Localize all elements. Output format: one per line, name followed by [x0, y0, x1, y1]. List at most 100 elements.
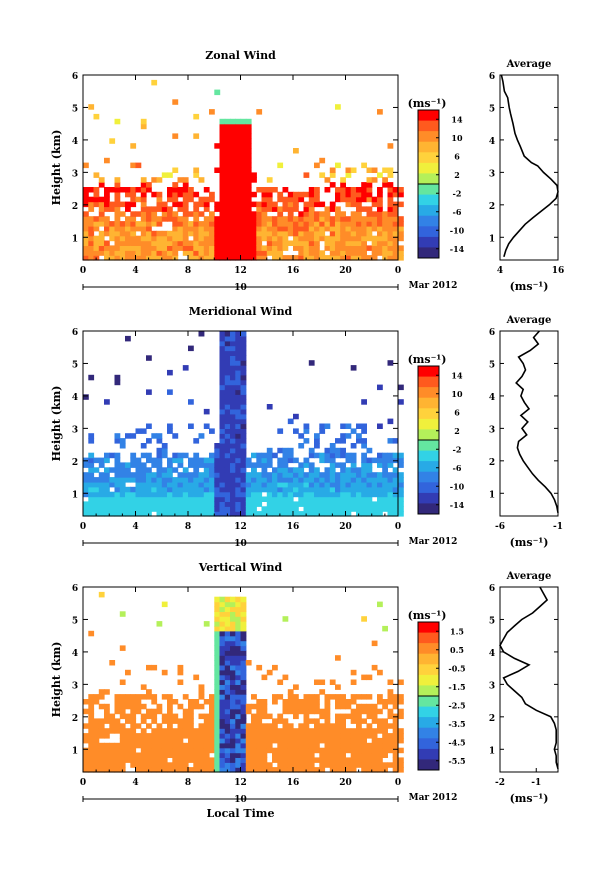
heatmap-cell	[324, 699, 331, 705]
heatmap-cell	[392, 206, 399, 212]
heatmap-cell	[240, 757, 247, 763]
heatmap-cell	[240, 708, 247, 715]
heatmap-cell	[240, 728, 247, 734]
colorbar-tick-label: -2	[453, 444, 462, 454]
heatmap-cell	[361, 235, 367, 242]
heatmap-cell	[277, 752, 284, 758]
colorbar-swatch	[418, 173, 439, 185]
heatmap-cell	[182, 250, 189, 256]
heatmap-cell	[214, 606, 221, 612]
heatmap-cell	[230, 674, 236, 681]
heatmap-cell	[356, 506, 362, 512]
heatmap-cell	[140, 713, 147, 720]
heatmap-cell	[214, 486, 221, 493]
heatmap-cell	[224, 413, 231, 420]
heatmap-cell	[203, 245, 210, 251]
heatmap-cell	[125, 491, 131, 498]
heatmap-cell	[230, 230, 236, 237]
heatmap-cell	[298, 481, 305, 488]
heatmap-cell	[114, 767, 121, 773]
heatmap-cell	[209, 225, 215, 232]
heatmap-cell	[140, 211, 147, 217]
colorbar-swatch	[418, 131, 439, 143]
heatmap-cell	[303, 501, 310, 507]
heatmap-cell	[324, 762, 331, 768]
heatmap-cell	[303, 496, 310, 502]
heatmap-cell	[245, 757, 252, 763]
heatmap-cell	[93, 501, 100, 507]
heatmap-cell	[377, 757, 383, 763]
heatmap-cell	[329, 216, 336, 222]
heatmap-cell	[224, 737, 231, 744]
heatmap-cell	[377, 172, 383, 178]
heatmap-cell	[104, 221, 110, 227]
heatmap-cell	[251, 240, 257, 246]
heatmap-cell	[230, 443, 236, 449]
heatmap-cell	[235, 433, 242, 439]
heatmap-cell	[235, 240, 242, 246]
heatmap-cell	[135, 757, 142, 763]
heatmap-cell	[314, 477, 320, 483]
heatmap-cell	[151, 491, 158, 498]
heatmap-cell	[287, 694, 294, 700]
heatmap-cell	[335, 230, 341, 237]
heatmap-cell	[182, 191, 189, 198]
heatmap-cell	[119, 723, 126, 729]
heatmap-cell	[98, 591, 105, 598]
heatmap-cell	[314, 452, 320, 459]
heatmap-cell	[240, 384, 247, 391]
heatmap-cell	[293, 752, 299, 758]
heatmap-cell	[104, 703, 110, 710]
heatmap-cell	[329, 167, 336, 173]
heatmap-cell	[135, 162, 142, 169]
heatmap-cell	[261, 511, 268, 517]
heatmap-cell	[230, 245, 236, 251]
heatmap-cell	[230, 467, 236, 473]
heatmap-cell	[361, 191, 367, 198]
heatmap-cell	[167, 703, 173, 710]
heatmap-cell	[135, 225, 142, 232]
heatmap-cell	[214, 655, 221, 661]
heatmap-cell	[329, 250, 336, 256]
heatmap-cell	[125, 240, 131, 246]
heatmap-cell	[287, 206, 294, 212]
heatmap-cell	[161, 762, 168, 768]
heatmap-cell	[329, 752, 336, 758]
heatmap-cell	[151, 733, 158, 739]
heatmap-cell	[324, 757, 331, 763]
avg-y-tick-label: 4	[489, 137, 495, 147]
heatmap-cell	[272, 472, 278, 478]
heatmap-cell	[303, 191, 310, 198]
heatmap-cell	[219, 255, 226, 261]
heatmap-cell	[277, 679, 284, 685]
heatmap-cell	[361, 196, 367, 203]
heatmap-cell	[387, 438, 394, 444]
x-axis-label: Local Time	[207, 807, 275, 820]
heatmap-cell	[177, 501, 184, 507]
heatmap-cell	[230, 148, 236, 154]
heatmap-cell	[240, 601, 247, 608]
heatmap-cell	[392, 245, 399, 251]
heatmap-cell	[240, 481, 247, 488]
heatmap-cell	[335, 477, 341, 483]
heatmap-cell	[193, 230, 200, 237]
heatmap-cell	[287, 191, 294, 198]
heatmap-cell	[298, 196, 305, 203]
heatmap-cell	[356, 713, 362, 720]
heatmap-cell	[356, 467, 362, 473]
heatmap-cell	[140, 762, 147, 768]
heatmap-cell	[114, 481, 121, 488]
heatmap-cell	[245, 206, 252, 212]
heatmap-cell	[382, 225, 388, 232]
colorbar-swatch	[418, 152, 439, 164]
heatmap-cell	[83, 191, 89, 198]
heatmap-cell	[109, 660, 116, 666]
heatmap-cell	[235, 225, 242, 232]
heatmap-cell	[172, 196, 179, 203]
heatmap-cell	[219, 250, 226, 256]
heatmap-cell	[235, 742, 242, 749]
colorbar-swatch	[418, 194, 439, 206]
heatmap-cell	[88, 481, 95, 488]
heatmap-cell	[214, 664, 221, 671]
heatmap-cell	[398, 255, 404, 261]
